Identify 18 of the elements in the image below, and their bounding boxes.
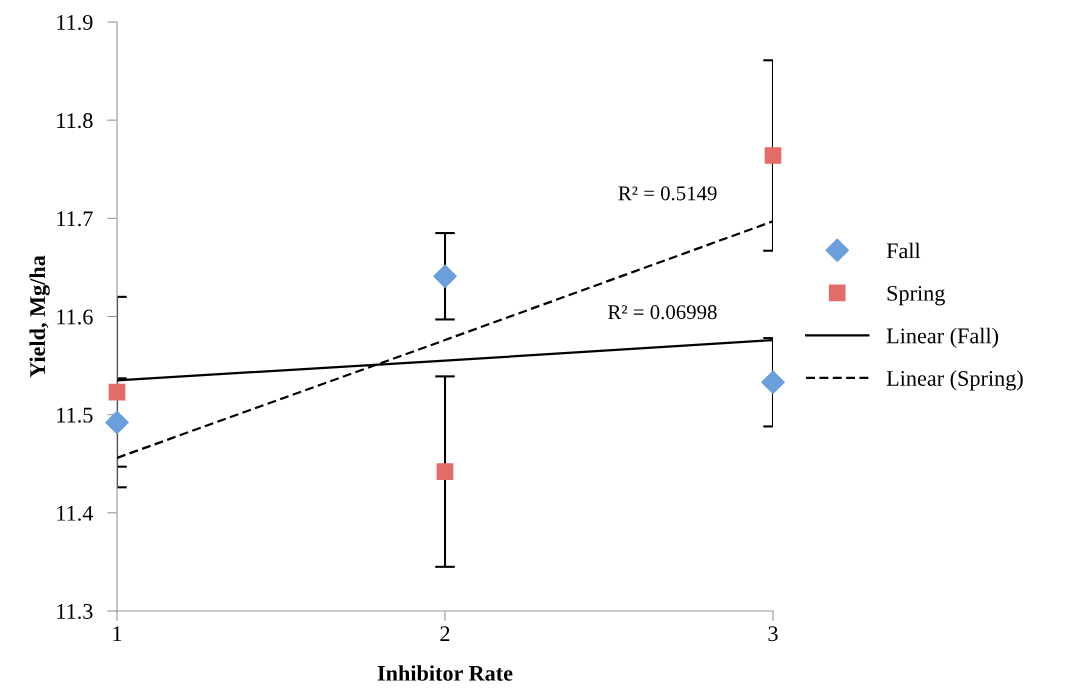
x-tick-label: 3 [768, 626, 778, 642]
y-tick-label: 11.9 [57, 14, 93, 31]
y-tick-label: 11.3 [57, 603, 93, 620]
legend-label: Linear (Fall) [886, 327, 999, 348]
y-tick-label: 11.4 [57, 505, 94, 521]
y-axis-title: Yield, Mg/ha [29, 255, 50, 378]
annotation: R² = 0.06998 [608, 305, 717, 320]
y-tick-label: 11.8 [57, 113, 93, 129]
annotation: R² = 0.5149 [618, 186, 717, 201]
legend-label: Spring [887, 285, 945, 306]
legend-label: Fall [886, 242, 921, 259]
x-tick-label: 2 [440, 626, 450, 641]
legend-label: Linear (Spring) [886, 370, 1023, 391]
x-tick-label: 1 [113, 626, 122, 641]
x-axis-title: Inhibitor Rate [377, 665, 513, 681]
y-tick-label: 11.7 [57, 211, 93, 227]
y-tick-label: 11.5 [57, 407, 93, 423]
y-tick-label: 11.6 [57, 309, 93, 325]
